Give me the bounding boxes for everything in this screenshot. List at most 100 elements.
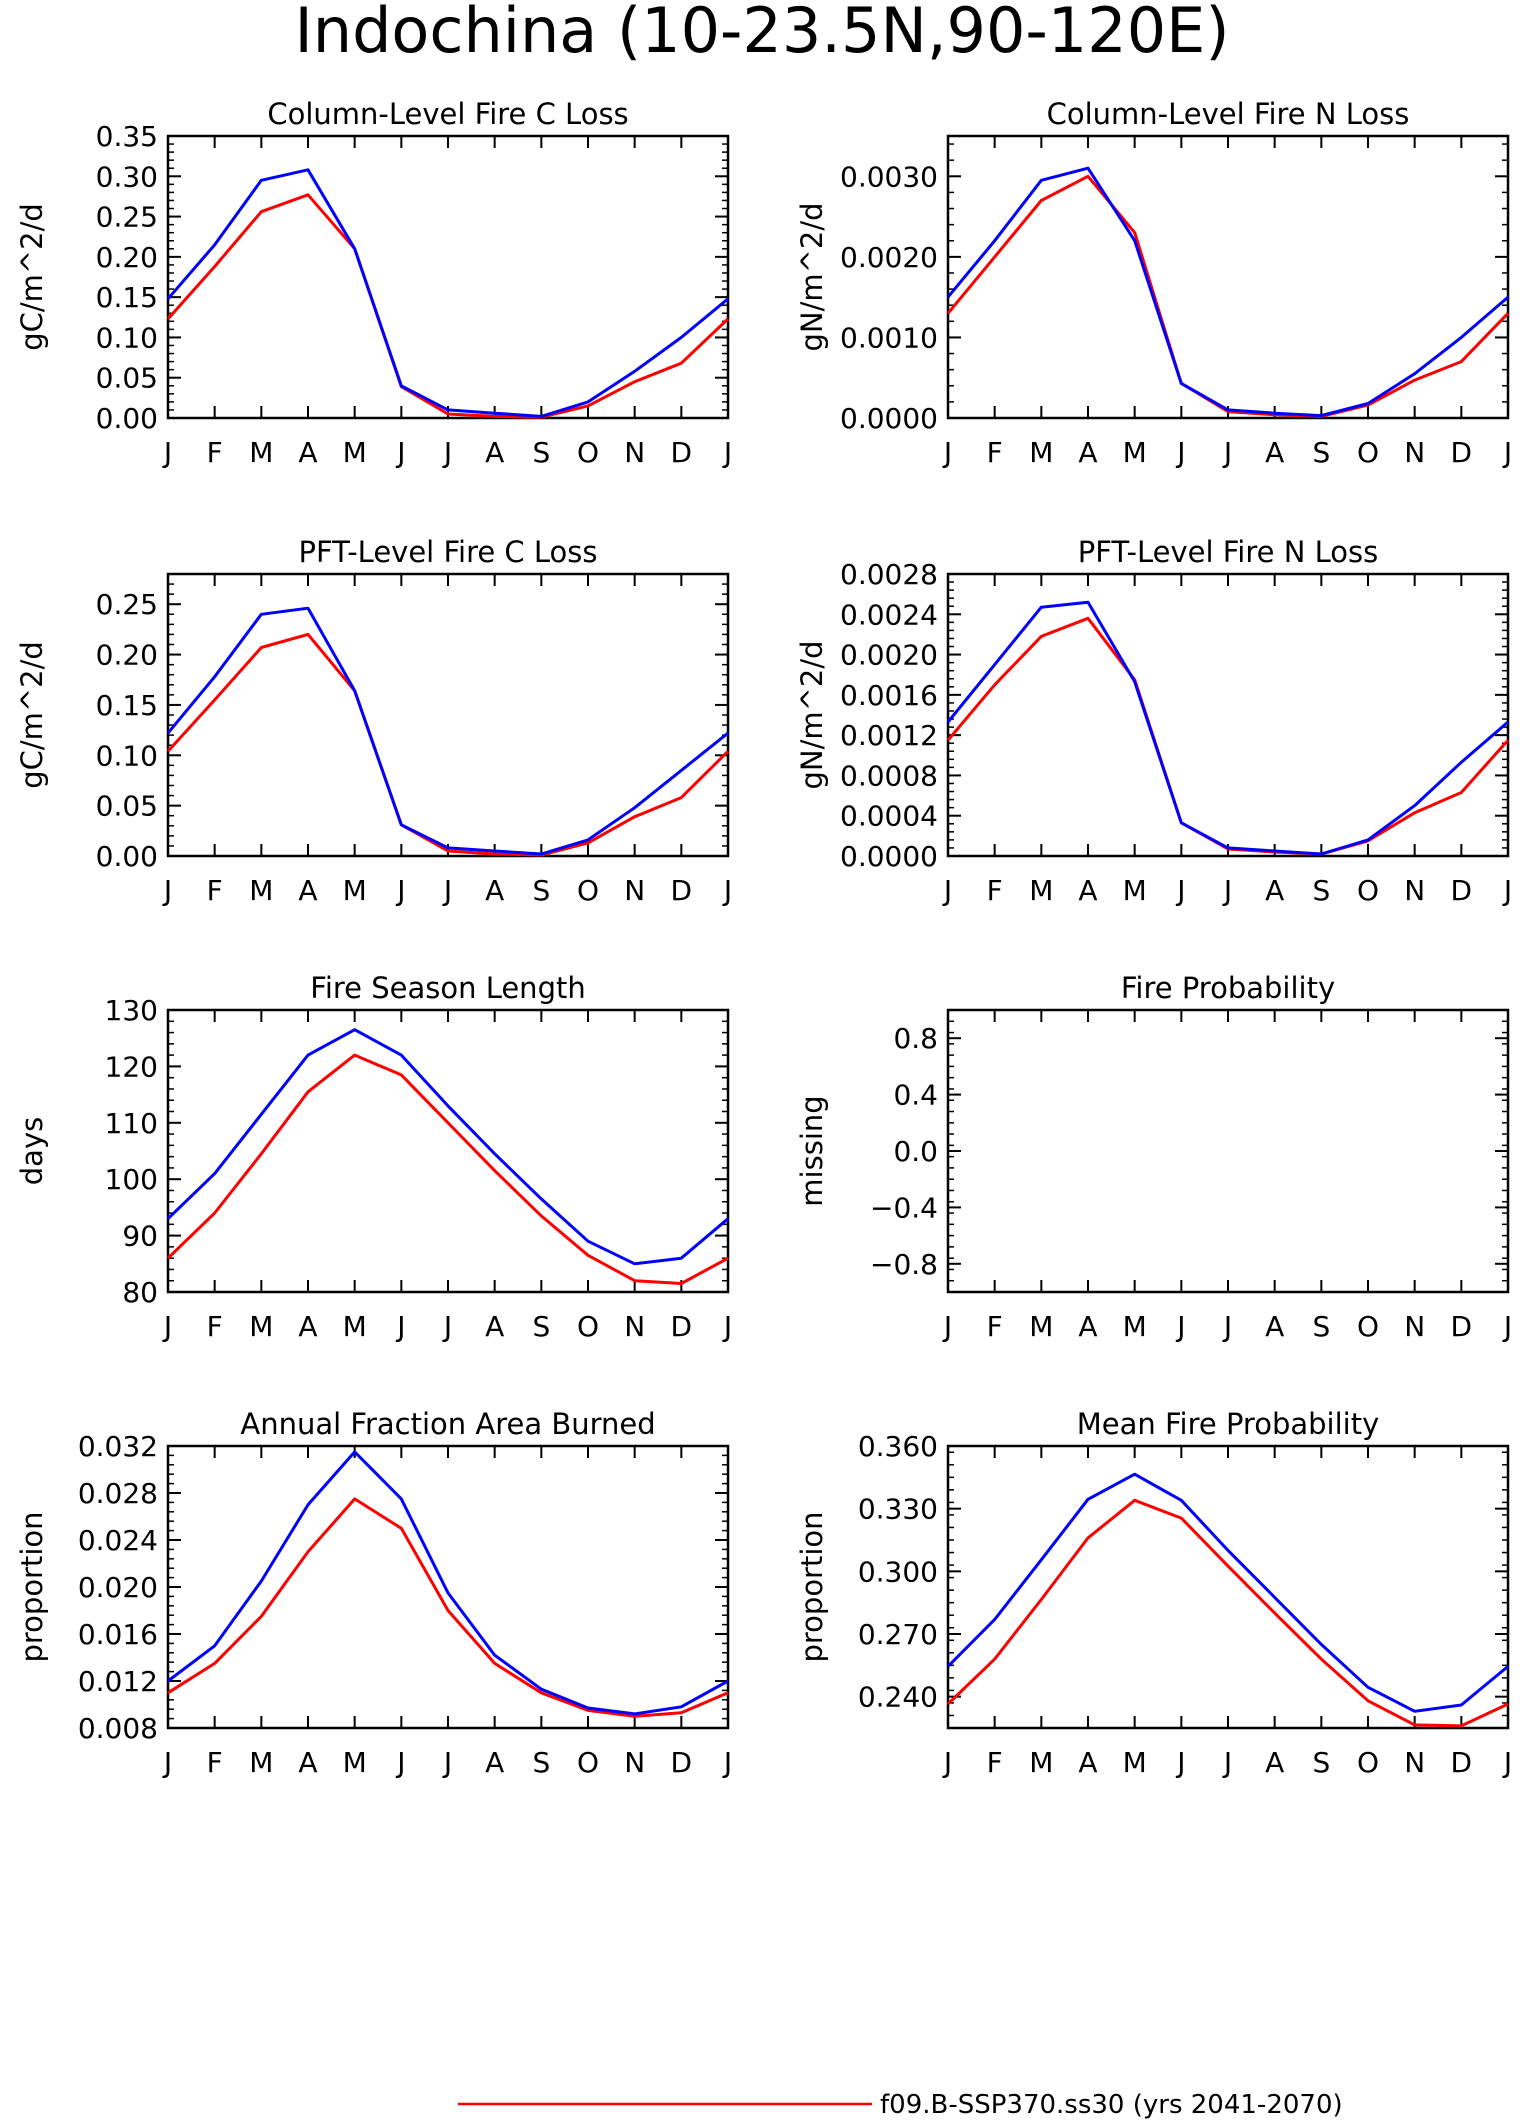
- y-tick-label: 0.0028: [840, 558, 938, 591]
- x-tick-label: M: [1029, 1310, 1053, 1343]
- y-axis-label: missing: [795, 1095, 829, 1206]
- y-tick-label: 0.0020: [840, 241, 938, 274]
- y-tick-label: 80: [122, 1276, 158, 1309]
- x-tick-label: J: [1502, 874, 1512, 907]
- x-tick-label: J: [1502, 436, 1512, 469]
- y-tick-label: 0.0012: [840, 719, 938, 752]
- x-tick-label: N: [1404, 1310, 1425, 1343]
- series-line-2: [166, 168, 729, 418]
- series-line-1: [166, 632, 730, 857]
- plot-frame: [166, 134, 730, 420]
- series-line-2: [166, 1028, 729, 1266]
- panel-title: Mean Fire Probability: [1077, 1407, 1380, 1441]
- x-tick-label: A: [1265, 874, 1284, 907]
- x-tick-label: S: [1312, 874, 1330, 907]
- y-tick-label: 0.4: [893, 1079, 938, 1112]
- y-tick-label: 0.008: [78, 1712, 158, 1745]
- x-tick-label: A: [298, 1310, 317, 1343]
- x-tick-label: O: [577, 436, 599, 469]
- y-tick-label: 0.0004: [840, 800, 938, 833]
- y-tick-label: 0.8: [893, 1022, 938, 1055]
- series-line-1: [946, 1498, 1509, 1728]
- series-line-1: [166, 1053, 729, 1285]
- x-tick-label: J: [1502, 1746, 1512, 1779]
- x-tick-label: J: [442, 874, 452, 907]
- y-tick-label: 0.0020: [840, 639, 938, 672]
- plot-frame: [946, 1444, 1510, 1730]
- x-tick-label: M: [249, 1746, 273, 1779]
- x-tick-label: J: [1175, 874, 1185, 907]
- x-tick-label: S: [1312, 1310, 1330, 1343]
- y-tick-label: 0.300: [858, 1555, 938, 1588]
- y-tick-label: 0.15: [96, 281, 158, 314]
- series-line-1: [166, 193, 730, 419]
- series-line-2: [946, 1472, 1509, 1713]
- y-axis-label: days: [15, 1117, 49, 1185]
- y-axis-label: gN/m^2/d: [795, 202, 829, 351]
- x-tick-label: D: [1451, 436, 1473, 469]
- x-tick-label: N: [624, 436, 645, 469]
- y-axis-label: gC/m^2/d: [15, 641, 49, 789]
- x-tick-label: M: [1123, 874, 1147, 907]
- y-tick-label: 0.15: [96, 689, 158, 722]
- panel-title: Fire Probability: [1121, 971, 1335, 1005]
- y-tick-label: 0.10: [96, 739, 158, 772]
- x-tick-label: J: [722, 1746, 732, 1779]
- x-tick-label: J: [162, 1746, 172, 1779]
- series-line-1: [946, 616, 1510, 856]
- x-tick-label: A: [298, 1746, 317, 1779]
- x-tick-label: F: [207, 1746, 223, 1779]
- x-tick-label: F: [987, 1746, 1003, 1779]
- x-tick-label: D: [1451, 1746, 1473, 1779]
- x-tick-label: D: [1451, 874, 1473, 907]
- series-line-2: [946, 600, 1509, 856]
- x-tick-label: J: [1175, 1310, 1185, 1343]
- x-tick-label: S: [532, 1746, 550, 1779]
- y-axis-label: gC/m^2/d: [15, 203, 49, 351]
- y-tick-label: 0.05: [96, 790, 158, 823]
- x-tick-label: J: [442, 436, 452, 469]
- legend-label-series-1: f09.B-SSP370.ss30 (yrs 2041-2070): [880, 2090, 1343, 2120]
- series-line-2: [167, 1450, 729, 1716]
- x-tick-label: J: [722, 874, 732, 907]
- x-tick-label: O: [1357, 1746, 1379, 1779]
- x-tick-label: J: [942, 1746, 952, 1779]
- y-tick-label: 0.0016: [840, 679, 938, 712]
- y-tick-label: 130: [105, 994, 158, 1027]
- panel-title: Column-Level Fire C Loss: [267, 97, 628, 131]
- x-tick-label: J: [395, 874, 405, 907]
- x-tick-label: N: [624, 1310, 645, 1343]
- x-tick-label: F: [987, 436, 1003, 469]
- x-tick-label: J: [162, 436, 172, 469]
- y-tick-label: 0.016: [78, 1618, 158, 1651]
- x-tick-label: N: [624, 1746, 645, 1779]
- x-tick-label: N: [1404, 1746, 1425, 1779]
- x-tick-label: A: [1265, 1746, 1284, 1779]
- x-tick-label: A: [1078, 1746, 1097, 1779]
- x-tick-label: S: [532, 436, 550, 469]
- figure-title: Indochina (10-23.5N,90-120E): [294, 0, 1229, 67]
- y-tick-label: 0.0000: [840, 840, 938, 873]
- x-tick-label: J: [722, 436, 732, 469]
- panel-title: Fire Season Length: [310, 971, 585, 1005]
- y-tick-label: 0.25: [96, 588, 158, 621]
- series-line-2: [946, 166, 1509, 418]
- legend: f09.B-SSP370.ss30 (yrs 2041-2070): [458, 2090, 1343, 2120]
- y-tick-label: 0.024: [78, 1524, 158, 1557]
- panel-title: Annual Fraction Area Burned: [240, 1407, 655, 1441]
- x-tick-label: M: [1029, 1746, 1053, 1779]
- x-tick-label: F: [207, 1310, 223, 1343]
- x-tick-label: F: [987, 874, 1003, 907]
- x-tick-label: J: [1222, 1746, 1232, 1779]
- x-tick-label: D: [671, 436, 693, 469]
- y-tick-label: 0.020: [78, 1571, 158, 1604]
- y-tick-label: 0.30: [96, 160, 158, 193]
- y-tick-label: 0.25: [96, 201, 158, 234]
- x-tick-label: F: [987, 1310, 1003, 1343]
- panel-title: PFT-Level Fire C Loss: [299, 535, 598, 569]
- y-axis-label: gN/m^2/d: [795, 640, 829, 789]
- x-tick-label: F: [207, 436, 223, 469]
